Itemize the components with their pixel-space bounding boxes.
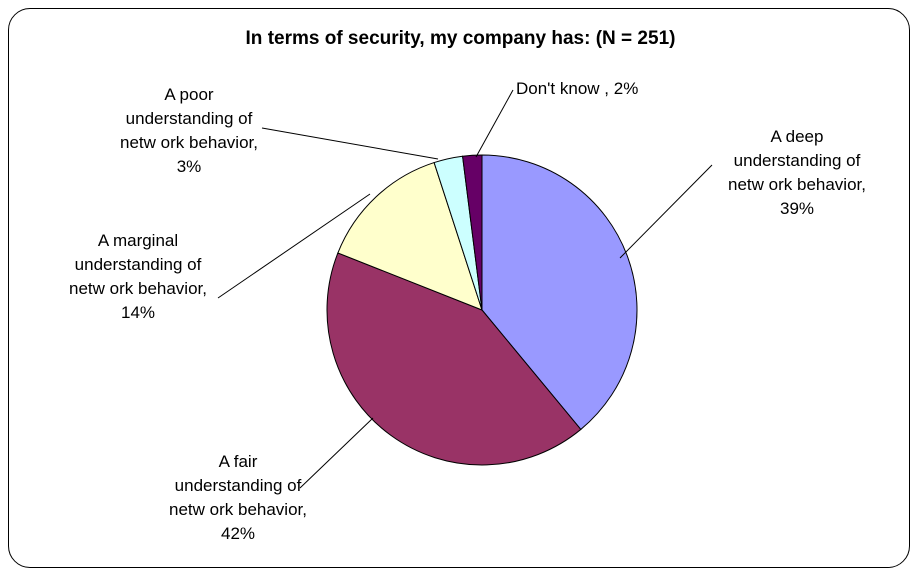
chart-title: In terms of security, my company has: (N… xyxy=(245,28,676,49)
leader-line-2 xyxy=(299,417,374,489)
slice-label-1: A deep understanding of netw ork behavior,… xyxy=(728,127,866,218)
leader-line-5 xyxy=(475,89,514,158)
leader-line-3 xyxy=(217,193,371,299)
leader-line-1 xyxy=(619,164,713,259)
pie-slice-5 xyxy=(462,154,483,311)
leader-line-4 xyxy=(261,127,439,160)
pie-slice-1 xyxy=(481,154,638,431)
slice-label-2: A fair understanding of netw ork behavior,… xyxy=(169,452,307,543)
slice-label-4: A poor understanding of netw ork behavior,… xyxy=(120,85,258,176)
slice-label-5: Don't know , 2% xyxy=(516,79,638,98)
pie-slice-2 xyxy=(326,252,582,466)
slice-label-3: A marginal understanding of netw ork behav… xyxy=(69,231,207,322)
